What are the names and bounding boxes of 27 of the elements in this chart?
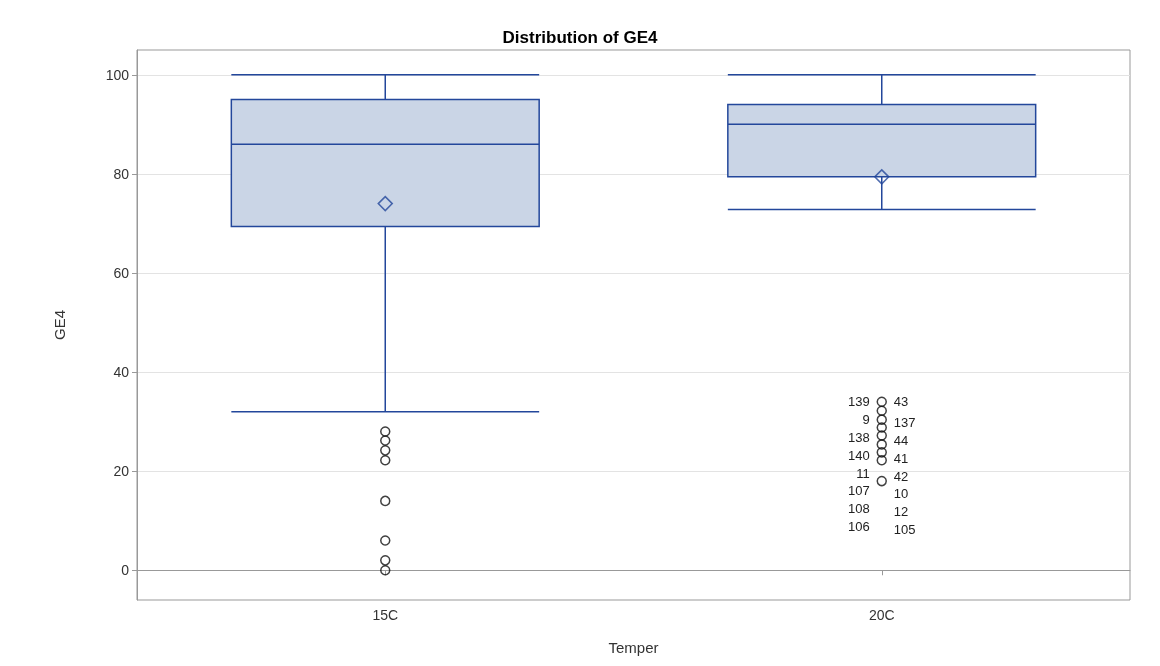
annotation: 10 bbox=[893, 486, 909, 502]
annotation: 137 bbox=[893, 415, 916, 431]
annotation: 9 bbox=[862, 412, 870, 428]
annotation: 140 bbox=[848, 447, 870, 463]
annotation: 108 bbox=[848, 501, 870, 517]
y-tick-label: 0 bbox=[121, 562, 130, 579]
x-tick-label: 20C bbox=[868, 607, 895, 623]
x-axis-title: Temper bbox=[608, 639, 659, 656]
annotation: 105 bbox=[893, 521, 916, 537]
annotation: 12 bbox=[893, 504, 909, 520]
annotation: 106 bbox=[848, 518, 870, 534]
x-tick-label: 15C bbox=[372, 607, 399, 623]
y-axis-title: GE4 bbox=[51, 309, 68, 341]
annotation: 107 bbox=[848, 483, 870, 499]
annotation: 138 bbox=[848, 429, 870, 445]
annotation: 43 bbox=[893, 394, 909, 410]
chart-title: Distribution of GE4 bbox=[502, 28, 658, 47]
y-tick-label: 40 bbox=[113, 364, 130, 381]
y-tick-label: 80 bbox=[113, 165, 130, 182]
y-tick-label: 60 bbox=[113, 264, 130, 281]
annotation: 139 bbox=[848, 394, 870, 410]
y-tick-label: 100 bbox=[105, 66, 130, 83]
annotation: 41 bbox=[893, 450, 909, 466]
annotation: 42 bbox=[893, 468, 909, 484]
annotation: 44 bbox=[893, 432, 909, 448]
annotation: 11 bbox=[856, 465, 870, 481]
y-tick-label: 20 bbox=[113, 463, 130, 480]
